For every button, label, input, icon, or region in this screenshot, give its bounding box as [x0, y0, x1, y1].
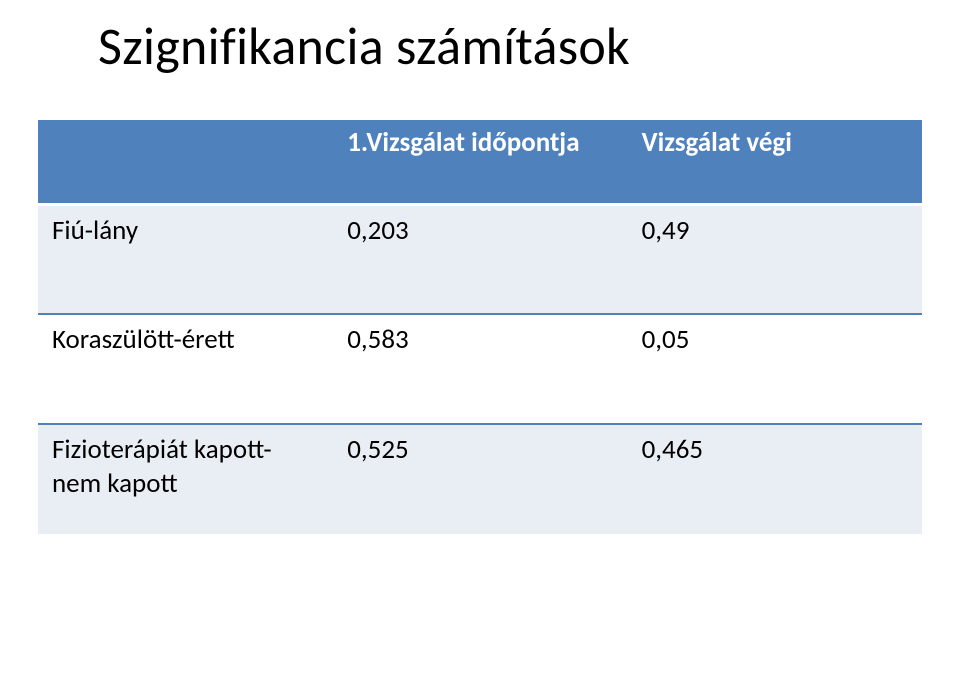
cell-value: 0,203: [333, 204, 627, 314]
table-row: Fiú-lány 0,203 0,49: [38, 204, 922, 314]
page: Szignifikancia számítások 1.Vizsgálat id…: [0, 0, 960, 678]
significance-table: 1.Vizsgálat időpontja Vizsgálat végi Fiú…: [38, 120, 922, 534]
table-row: Fizioterápiát kapott-nem kapott 0,525 0,…: [38, 424, 922, 534]
table-header-col1: 1.Vizsgálat időpontja: [333, 120, 627, 204]
row-label: Koraszülött-érett: [38, 314, 333, 424]
cell-value: 0,525: [333, 424, 627, 534]
table-header-empty: [38, 120, 333, 204]
table-row: Koraszülött-érett 0,583 0,05: [38, 314, 922, 424]
cell-value: 0,465: [628, 424, 922, 534]
cell-value-highlight: 0,05: [628, 314, 922, 424]
page-title: Szignifikancia számítások: [98, 14, 922, 78]
cell-value: 0,583: [333, 314, 627, 424]
cell-value: 0,49: [628, 204, 922, 314]
row-label: Fizioterápiát kapott-nem kapott: [38, 424, 333, 534]
table-header-col2: Vizsgálat végi: [628, 120, 922, 204]
table-header-row: 1.Vizsgálat időpontja Vizsgálat végi: [38, 120, 922, 204]
row-label: Fiú-lány: [38, 204, 333, 314]
